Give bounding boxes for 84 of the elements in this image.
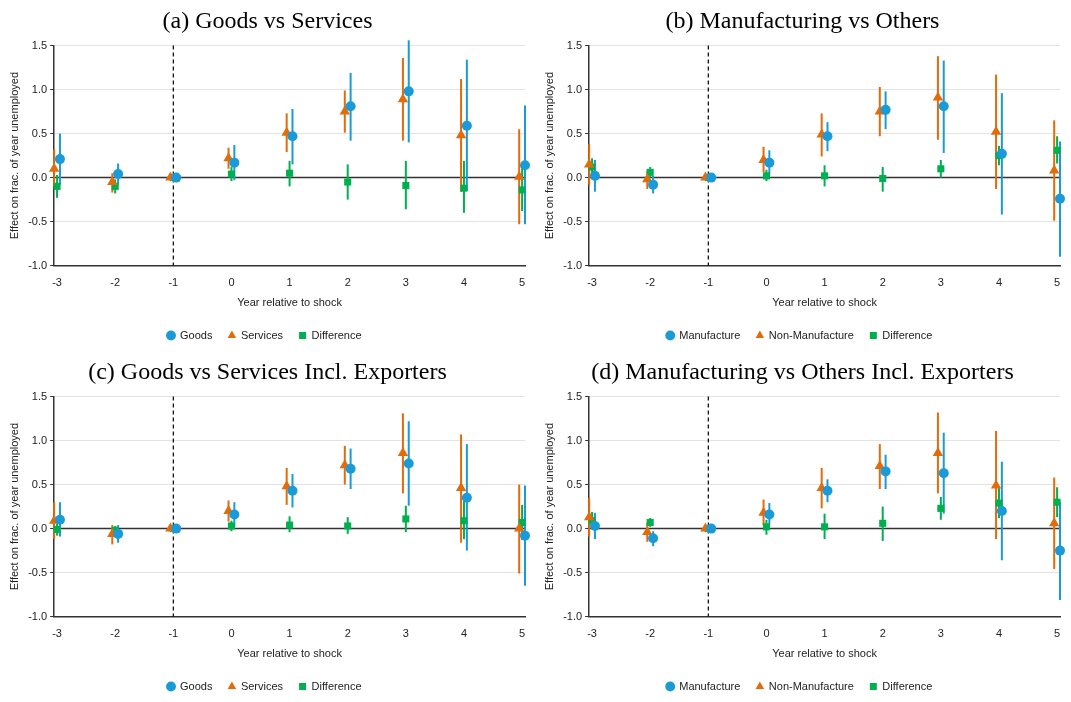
x-tick-label: 4 — [460, 276, 468, 289]
x-tick-label: -3 — [587, 627, 597, 640]
legend-label: Services — [240, 679, 284, 692]
x-tick-label: -2 — [110, 276, 121, 289]
y-tick-label: -1.0 — [28, 258, 48, 271]
x-tick-label: 3 — [937, 627, 944, 640]
y-tick-label: 1.0 — [31, 82, 48, 95]
x-tick-label: -1 — [703, 627, 714, 640]
x-tick-label: 5 — [1054, 276, 1061, 289]
legend-label: Services — [240, 328, 284, 341]
y-tick-label: 1.5 — [31, 389, 48, 402]
x-tick-label: -3 — [52, 627, 62, 640]
x-tick-label: 5 — [519, 276, 526, 289]
x-tick-label: 4 — [995, 627, 1003, 640]
x-tick-label: -2 — [645, 276, 656, 289]
y-tick-label: 1.0 — [566, 433, 583, 446]
y-tick-label: 0.0 — [566, 521, 583, 534]
x-tick-label: -2 — [645, 627, 656, 640]
y-axis-title: Effect on frac. of year unemployed — [7, 71, 20, 240]
legend-label: Non-Manufacture — [768, 328, 854, 341]
x-axis-title: Year relative to shock — [772, 296, 878, 309]
x-tick-label: 2 — [879, 276, 886, 289]
y-tick-label: 0.0 — [566, 170, 583, 183]
y-tick-label: 0.0 — [31, 170, 48, 183]
x-tick-label: -1 — [703, 276, 714, 289]
x-tick-label: 2 — [344, 276, 351, 289]
x-tick-label: -3 — [52, 276, 62, 289]
y-tick-label: -0.5 — [563, 565, 583, 578]
y-tick-label: -1.0 — [28, 609, 48, 622]
x-tick-label: 1 — [286, 276, 293, 289]
x-tick-label: 4 — [995, 276, 1003, 289]
legend-label: Difference — [882, 679, 933, 692]
y-tick-label: 1.5 — [31, 38, 48, 51]
x-tick-label: -2 — [110, 627, 121, 640]
x-tick-label: 0 — [763, 627, 770, 640]
y-tick-label: -0.5 — [563, 214, 583, 227]
legend-label: Goods — [179, 679, 213, 692]
y-tick-label: 1.0 — [31, 433, 48, 446]
x-tick-label: -1 — [168, 276, 179, 289]
legend-label: Difference — [311, 679, 362, 692]
y-tick-label: 0.0 — [31, 521, 48, 534]
x-tick-label: 3 — [937, 276, 944, 289]
y-axis-title: Effect on frac. of year unemployed — [542, 71, 555, 240]
legend-label: Manufacture — [679, 328, 741, 341]
x-tick-label: -1 — [168, 627, 179, 640]
y-axis-title: Effect on frac. of year unemployed — [7, 422, 20, 591]
y-tick-label: 0.5 — [31, 126, 48, 139]
x-axis-title: Year relative to shock — [237, 647, 343, 660]
x-axis-title: Year relative to shock — [237, 296, 343, 309]
legend-label: Difference — [882, 328, 933, 341]
x-tick-label: -3 — [587, 276, 597, 289]
x-tick-label: 3 — [402, 276, 409, 289]
x-tick-label: 0 — [763, 276, 770, 289]
x-tick-label: 1 — [821, 276, 828, 289]
legend-label: Goods — [179, 328, 213, 341]
y-tick-label: 0.5 — [31, 477, 48, 490]
y-tick-label: 0.5 — [566, 126, 583, 139]
x-tick-label: 0 — [228, 276, 235, 289]
x-tick-label: 3 — [402, 627, 409, 640]
y-tick-label: -0.5 — [28, 214, 48, 227]
y-tick-label: -0.5 — [28, 565, 48, 578]
x-tick-label: 1 — [821, 627, 828, 640]
x-axis-title: Year relative to shock — [772, 647, 878, 660]
chart-title: (d) Manufacturing vs Others Incl. Exporters — [590, 357, 1015, 386]
legend-label: Manufacture — [679, 679, 741, 692]
chart-title: (a) Goods vs Services — [161, 6, 374, 35]
x-tick-label: 4 — [460, 627, 468, 640]
x-tick-label: 2 — [879, 627, 886, 640]
x-tick-label: 5 — [519, 627, 526, 640]
legend-label: Non-Manufacture — [768, 679, 854, 692]
legend-label: Difference — [311, 328, 362, 341]
chart-title: (c) Goods vs Services Incl. Exporters — [87, 357, 448, 386]
y-tick-label: -1.0 — [563, 609, 583, 622]
y-tick-label: 1.5 — [566, 389, 583, 402]
x-tick-label: 1 — [286, 627, 293, 640]
x-tick-label: 5 — [1054, 627, 1061, 640]
y-tick-label: 1.5 — [566, 38, 583, 51]
y-tick-label: 0.5 — [566, 477, 583, 490]
x-tick-label: 0 — [228, 627, 235, 640]
y-tick-label: 1.0 — [566, 82, 583, 95]
y-axis-title: Effect on frac. of year unemployed — [542, 422, 555, 591]
x-tick-label: 2 — [344, 627, 351, 640]
chart-title: (b) Manufacturing vs Others — [664, 6, 941, 35]
y-tick-label: -1.0 — [563, 258, 583, 271]
